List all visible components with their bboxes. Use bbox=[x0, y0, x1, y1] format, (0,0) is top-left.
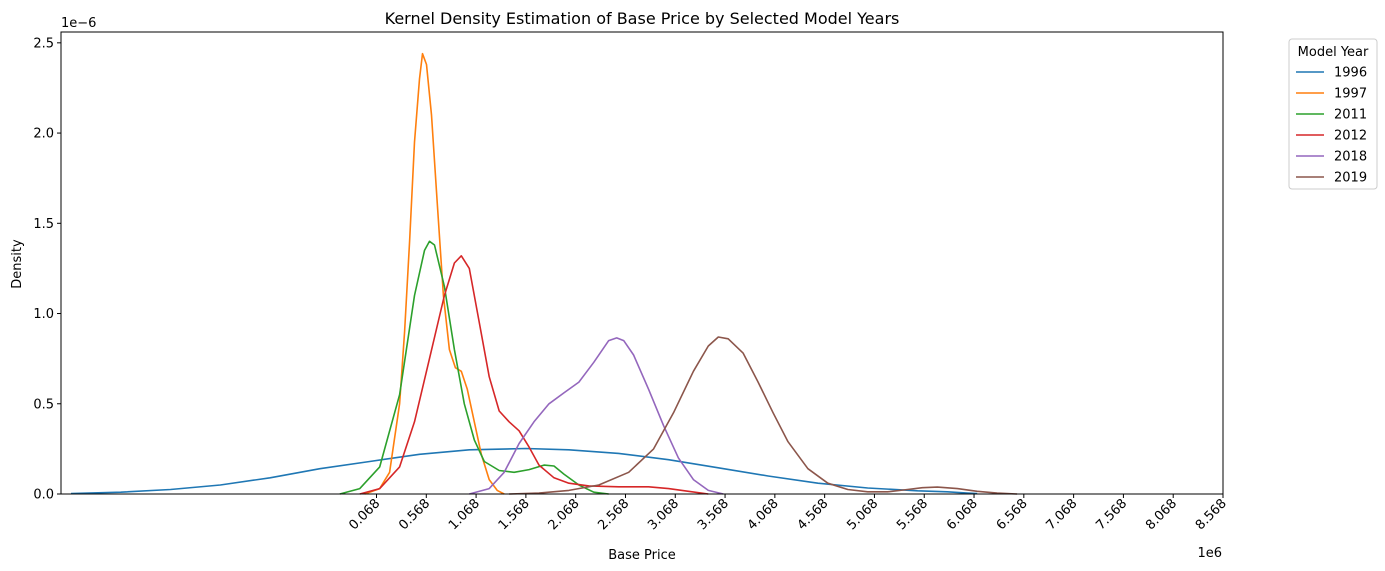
legend-label-2011: 2011 bbox=[1334, 108, 1367, 123]
plot-area: 0.0 0.5 1.0 1.5 2.0 2.5 0.068 0.568 1.068 1.568 2.… bbox=[33, 36, 1230, 533]
x-tick-label: 4.068 bbox=[745, 496, 782, 533]
x-tick-label: 4.568 bbox=[795, 496, 832, 533]
legend-label-2019: 2019 bbox=[1334, 171, 1367, 186]
plot-frame bbox=[60, 31, 1224, 495]
legend-label-2018: 2018 bbox=[1334, 150, 1367, 165]
y-tick-label: 1.0 bbox=[33, 307, 54, 322]
x-tick-label: 2.068 bbox=[546, 496, 583, 533]
x-tick-label: 8.068 bbox=[1143, 496, 1180, 533]
legend: Model Year 1996 1997 2011 2012 2018 2019 bbox=[1288, 38, 1378, 190]
x-tick-label: 3.568 bbox=[695, 496, 732, 533]
series-line-2012 bbox=[359, 255, 709, 495]
legend-label-1997: 1997 bbox=[1334, 87, 1367, 102]
series-line-1997 bbox=[364, 52, 505, 495]
y-tick-label: 2.0 bbox=[33, 127, 54, 142]
x-tick-label: 1.568 bbox=[496, 496, 533, 533]
x-tick-label: 7.068 bbox=[1044, 496, 1081, 533]
y-tick-label: 0.0 bbox=[33, 488, 54, 503]
series-line-2018 bbox=[469, 337, 724, 495]
y-axis-title: Density bbox=[10, 239, 25, 289]
legend-label-1996: 1996 bbox=[1334, 66, 1367, 81]
x-tick-label: 5.568 bbox=[894, 496, 931, 533]
y-tick-label: 0.5 bbox=[33, 397, 54, 412]
series-line-2011 bbox=[339, 240, 609, 495]
x-offset-label: 1e6 bbox=[1197, 546, 1222, 561]
chart-title: Kernel Density Estimation of Base Price … bbox=[385, 9, 900, 28]
legend-title: Model Year bbox=[1298, 45, 1369, 60]
x-tick-label: 7.568 bbox=[1093, 496, 1130, 533]
x-tick-label: 8.568 bbox=[1193, 496, 1230, 533]
x-tick-label: 2.568 bbox=[595, 496, 632, 533]
series-line-2019 bbox=[509, 336, 1018, 495]
x-tick-label: 6.068 bbox=[944, 496, 981, 533]
y-tick-label: 2.5 bbox=[33, 36, 54, 51]
x-tick-label: 5.068 bbox=[844, 496, 881, 533]
x-tick-label: 3.068 bbox=[645, 496, 682, 533]
x-axis-title: Base Price bbox=[608, 548, 676, 563]
y-offset-label: 1e−6 bbox=[61, 16, 96, 31]
x-tick-label: 0.068 bbox=[346, 496, 383, 533]
legend-label-2012: 2012 bbox=[1334, 129, 1367, 144]
x-tick-label: 6.568 bbox=[994, 496, 1031, 533]
legend-box bbox=[1288, 38, 1378, 190]
y-tick-label: 1.5 bbox=[33, 217, 54, 232]
x-tick-label: 0.568 bbox=[396, 496, 433, 533]
x-tick-label: 1.068 bbox=[446, 496, 483, 533]
